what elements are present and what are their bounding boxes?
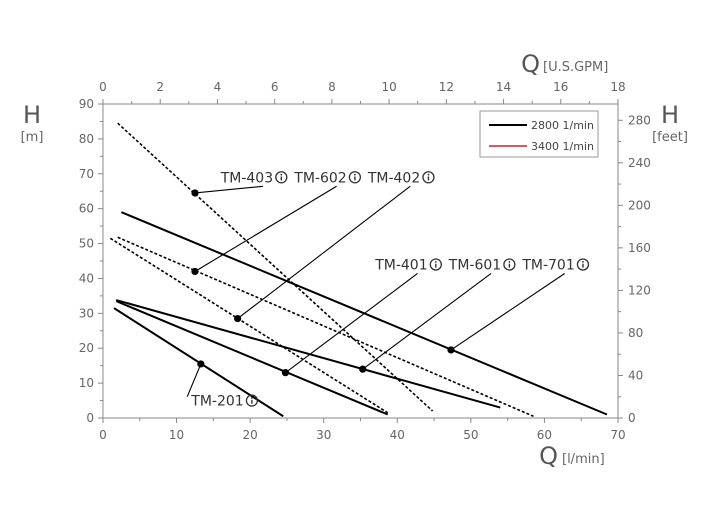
top-axis-ticks: 0 2 4 6 8 10 12 14 16 18 [99, 80, 626, 104]
right-tick-label: 160 [628, 241, 651, 255]
info-icon-dot [508, 260, 511, 263]
right-tick-label: 240 [628, 156, 651, 170]
top-tick-label: 0 [99, 80, 107, 94]
marker-tm-403 [191, 189, 199, 197]
leader-tm-601 [362, 273, 492, 370]
left-axis-ticks: 0 10 20 30 40 50 60 70 80 90 [79, 97, 103, 425]
label-tm-201: TM-201 [190, 394, 243, 410]
info-icon-dot [250, 397, 253, 399]
left-tick-label: 40 [79, 271, 94, 285]
left-tick-label: 0 [86, 411, 94, 425]
left-tick-label: 30 [79, 306, 94, 320]
legend-label-3400: 3400 1/min [531, 140, 594, 153]
right-axis-unit: [feet] [652, 130, 688, 145]
right-tick-label: 0 [628, 411, 636, 425]
top-tick-label: 8 [328, 80, 336, 94]
right-tick-label: 40 [628, 368, 643, 382]
bottom-axis-ticks: 0 10 20 30 40 50 60 70 [99, 418, 626, 442]
info-icon [422, 171, 435, 184]
right-tick-label: 80 [628, 326, 643, 340]
marker-tm-602 [191, 267, 199, 276]
leader-tm-602 [194, 185, 337, 272]
top-tick-label: 4 [214, 80, 222, 94]
right-tick-label: 280 [628, 113, 651, 127]
top-tick-label: 6 [271, 80, 279, 94]
series-line-tm-402 [117, 236, 534, 417]
left-tick-label: 10 [79, 376, 94, 390]
top-tick-label: 12 [439, 80, 454, 94]
bottom-axis-unit: [l/min] [562, 452, 605, 467]
label-tm-701: TM-701 [521, 257, 574, 273]
axis-titles: H [m] H [feet] Q [U.S.GPM] Q [l/min] [21, 50, 688, 470]
bottom-tick-label: 70 [610, 428, 625, 442]
legend-label-2800: 2800 1/min [531, 119, 594, 132]
bottom-tick-label: 40 [390, 428, 405, 442]
info-icon [429, 258, 442, 271]
bottom-tick-label: 30 [316, 428, 331, 442]
info-icon [503, 258, 516, 271]
leader-tm-402 [237, 185, 411, 320]
series-line-tm-401 [115, 300, 389, 416]
bottom-tick-label: 0 [99, 428, 107, 442]
label-tm-402: TM-402 [367, 170, 420, 186]
left-tick-label: 70 [79, 167, 94, 181]
left-tick-label: 80 [79, 132, 94, 146]
left-tick-label: 90 [79, 97, 94, 111]
left-tick-label: 20 [79, 341, 94, 355]
info-icon-dot [582, 260, 584, 263]
leader-tm-201 [186, 363, 202, 397]
label-tm-602: TM-602 [293, 170, 346, 186]
info-icon [576, 258, 590, 271]
info-icon-dot [434, 260, 437, 263]
info-icon-dot [427, 173, 430, 176]
leader-tm-403 [194, 185, 264, 194]
series-line-tm-403 [117, 122, 434, 412]
bottom-axis-symbol: Q [539, 442, 558, 470]
legend: 2800 1/min 3400 1/min [479, 110, 599, 158]
label-tm-401: TM-401 [374, 257, 427, 273]
bottom-tick-label: 50 [463, 428, 478, 442]
top-tick-label: 10 [381, 80, 396, 94]
info-icon [275, 171, 288, 184]
top-axis-symbol: Q [521, 50, 540, 78]
right-axis-ticks: 0 40 80 120 160 200 240 280 [618, 113, 651, 425]
top-tick-label: 2 [156, 80, 164, 94]
label-tm-601: TM-601 [448, 257, 501, 273]
info-icon [348, 171, 362, 184]
bottom-tick-label: 20 [243, 428, 258, 442]
legend-box [479, 110, 599, 158]
left-axis-unit: [m] [21, 130, 44, 145]
callouts: TM-201 TM-401 TM-601 TM-701 TM-403 TM-602 TM-4… [186, 170, 590, 410]
label-tm-403: TM-403 [220, 170, 273, 186]
bottom-tick-label: 60 [537, 428, 552, 442]
left-axis-symbol: H [23, 101, 41, 129]
right-tick-label: 120 [628, 283, 651, 297]
leader-tm-701 [450, 273, 565, 351]
bottom-tick-label: 10 [169, 428, 184, 442]
top-tick-label: 18 [610, 80, 625, 94]
info-icon-dot [353, 173, 356, 176]
right-axis-symbol: H [661, 101, 679, 129]
left-tick-label: 60 [79, 202, 94, 216]
top-tick-label: 14 [496, 80, 511, 94]
top-axis-unit: [U.S.GPM] [543, 60, 608, 75]
leader-tm-401 [285, 273, 418, 374]
info-icon-dot [280, 173, 283, 176]
info-icon [245, 394, 259, 407]
series-line-tm-601 [115, 299, 501, 409]
top-tick-label: 16 [553, 80, 568, 94]
left-tick-label: 50 [79, 237, 94, 251]
right-tick-label: 200 [628, 198, 651, 212]
